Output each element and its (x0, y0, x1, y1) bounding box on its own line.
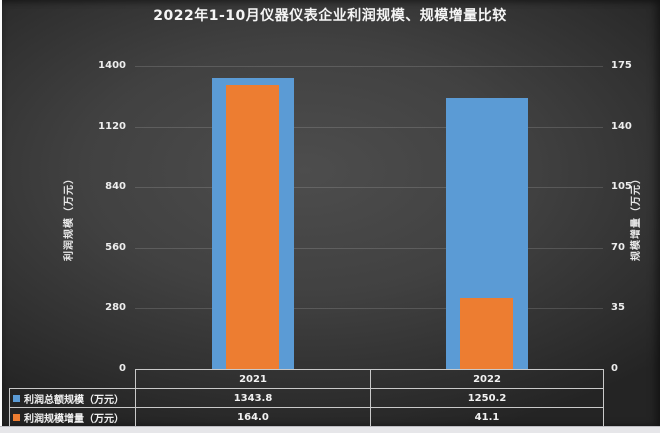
legend-item-profit-increment: 利润规模增量（万元） (9, 407, 136, 427)
right-axis-title: 规模增量（万元） (631, 173, 642, 261)
left-axis-tick-label: 1120 (98, 120, 126, 132)
right-axis-tick-label: 105 (611, 181, 632, 193)
cell-profit-total-2022: 1250.2 (370, 388, 604, 408)
table-empty-corner (10, 370, 136, 389)
window-bottom-edge (0, 426, 660, 433)
right-axis-tick-label: 35 (611, 302, 625, 314)
bar-series1-2021 (226, 85, 279, 369)
right-axis-tick-label: 140 (611, 120, 632, 132)
legend-label: 利润规模增量（万元） (24, 413, 124, 425)
right-axis-tick-label: 175 (611, 60, 632, 71)
right-axis-tick-label: 0 (611, 363, 618, 374)
left-axis-tick-label: 560 (105, 241, 126, 253)
cell-profit-increment-2022: 41.1 (370, 407, 604, 427)
gridline (135, 247, 603, 249)
column-header-2021: 2021 (135, 369, 371, 389)
left-axis-tick-label: 0 (119, 363, 126, 374)
blue-square-icon (13, 394, 20, 402)
left-axis-tick-label: 280 (105, 302, 126, 314)
gridline (135, 66, 603, 67)
gridline (135, 187, 603, 189)
cell-profit-increment-2021: 164.0 (135, 407, 371, 427)
left-axis-title: 利润规模（万元） (64, 173, 75, 261)
table-row: 利润总额规模（万元） 1343.8 1250.2 (9, 388, 604, 408)
table-header-row: 2021 2022 (10, 369, 604, 389)
legend-data-table: 2021 2022 利润总额规模（万元） 1343.8 1250.2 利润规模增… (9, 369, 604, 427)
gridline (135, 308, 603, 310)
plot-area (135, 66, 603, 369)
window-left-edge (0, 0, 2, 426)
gridline (135, 126, 603, 128)
cell-profit-total-2021: 1343.8 (135, 388, 371, 408)
bar-series1-2022 (460, 297, 513, 369)
orange-square-icon (13, 413, 20, 421)
left-axis-tick-label: 840 (105, 181, 126, 193)
chart-title: 2022年1-10月仪器仪表企业利润规模、规模增量比较 (153, 8, 507, 24)
right-axis-tick-label: 70 (611, 241, 625, 253)
left-axis-tick-label: 1400 (98, 60, 126, 71)
table-row: 利润规模增量（万元） 164.0 41.1 (9, 407, 604, 427)
column-header-2022: 2022 (370, 369, 604, 389)
legend-label: 利润总额规模（万元） (24, 394, 124, 406)
legend-item-profit-total: 利润总额规模（万元） (9, 388, 136, 408)
